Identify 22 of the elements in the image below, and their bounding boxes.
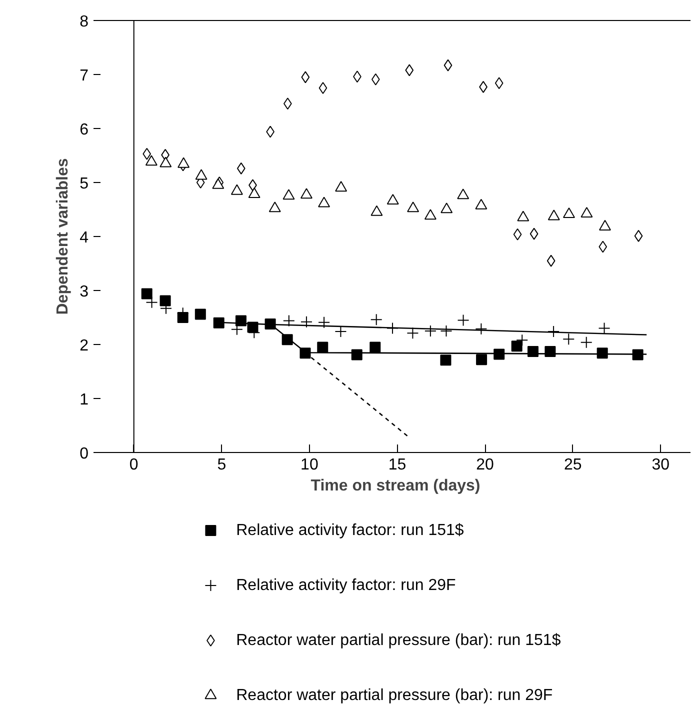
y-tick-label: 8	[80, 14, 89, 30]
x-tick-label: 10	[300, 456, 318, 474]
legend-label: Reactor water partial pressure (bar): run 151$	[236, 632, 561, 649]
legend-label: Reactor water partial pressure (bar): run 29F	[236, 687, 553, 704]
legend-label: Relative activity factor: run 29F	[236, 577, 456, 594]
x-tick-label: 30	[652, 456, 670, 474]
x-tick-label: 25	[564, 456, 582, 474]
x-tick-label: 5	[217, 456, 226, 474]
y-axis-title: Dependent variables	[54, 158, 72, 315]
x-tick-label: 0	[129, 456, 138, 474]
y-tick-label: 3	[80, 284, 89, 300]
x-tick-label: 15	[388, 456, 406, 474]
y-tick-label: 4	[80, 230, 89, 246]
y-tick-label: 6	[80, 122, 89, 138]
y-tick-label: 7	[80, 68, 89, 84]
y-tick-label: 2	[80, 338, 89, 354]
legend-label: Relative activity factor: run 151$	[236, 522, 464, 539]
y-tick-label: 5	[80, 176, 89, 192]
y-tick-label: 1	[80, 392, 89, 408]
x-tick-label: 20	[476, 456, 494, 474]
y-tick-label: 0	[80, 446, 89, 462]
x-axis-title: Time on stream (days)	[310, 478, 480, 494]
